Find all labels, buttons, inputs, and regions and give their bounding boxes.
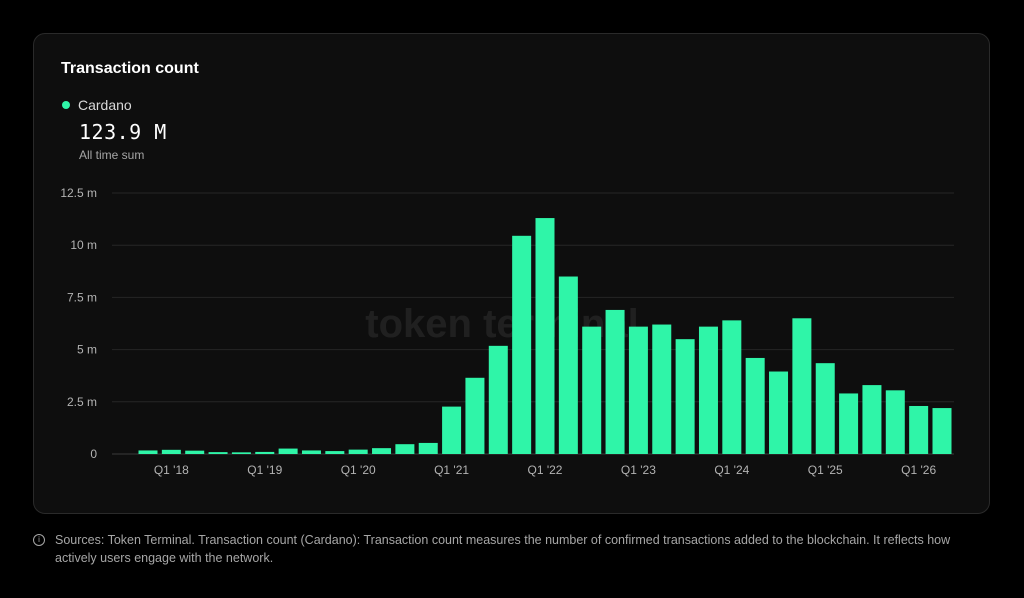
x-tick-label: Q1 '22	[528, 463, 563, 477]
x-tick-label: Q1 '25	[808, 463, 843, 477]
bar[interactable]	[465, 377, 485, 454]
y-tick-label: 12.5 m	[60, 186, 97, 200]
bar[interactable]	[652, 324, 672, 454]
y-tick-label: 2.5 m	[67, 395, 97, 409]
x-tick-label: Q1 '24	[714, 463, 749, 477]
bar[interactable]	[722, 320, 742, 454]
y-tick-label: 7.5 m	[67, 290, 97, 304]
bar[interactable]	[885, 390, 905, 454]
bar[interactable]	[442, 406, 462, 454]
bar[interactable]	[582, 326, 602, 454]
bar[interactable]	[815, 363, 835, 454]
bar[interactable]	[372, 448, 392, 454]
info-icon[interactable]: i	[33, 534, 45, 546]
bar[interactable]	[745, 357, 765, 454]
bar[interactable]	[839, 393, 859, 454]
bar[interactable]	[769, 371, 789, 454]
legend[interactable]: Cardano	[62, 97, 132, 113]
bar[interactable]	[138, 450, 158, 454]
chart-card: Transaction count Cardano 123.9 M All ti…	[33, 33, 990, 514]
chart-title: Transaction count	[61, 60, 199, 77]
y-tick-label: 0	[90, 447, 97, 461]
x-tick-label: Q1 '20	[341, 463, 376, 477]
bar[interactable]	[792, 318, 812, 454]
footnote-text: Sources: Token Terminal. Transaction cou…	[55, 533, 951, 565]
bar[interactable]	[325, 451, 345, 454]
bar[interactable]	[628, 326, 648, 454]
bar[interactable]	[161, 449, 181, 454]
footnote: i Sources: Token Terminal. Transaction c…	[33, 531, 993, 567]
bar[interactable]	[255, 451, 275, 454]
x-tick-label: Q1 '21	[434, 463, 469, 477]
y-tick-label: 5 m	[77, 343, 97, 357]
bar[interactable]	[278, 448, 298, 454]
bar[interactable]	[909, 405, 929, 454]
x-tick-label: Q1 '23	[621, 463, 656, 477]
x-tick-label: Q1 '26	[901, 463, 936, 477]
bar[interactable]	[185, 450, 205, 454]
bar[interactable]	[862, 385, 882, 454]
bar[interactable]	[418, 442, 438, 454]
bar[interactable]	[488, 345, 508, 454]
total-caption: All time sum	[79, 148, 145, 162]
total-value: 123.9 M	[79, 120, 167, 144]
x-tick-label: Q1 '19	[247, 463, 282, 477]
bar[interactable]	[932, 408, 952, 454]
bar[interactable]	[558, 276, 578, 454]
bar[interactable]	[605, 309, 625, 454]
bar[interactable]	[231, 452, 251, 454]
bar[interactable]	[698, 326, 718, 454]
legend-label: Cardano	[78, 97, 132, 113]
x-tick-label: Q1 '18	[154, 463, 189, 477]
bar[interactable]	[535, 218, 555, 454]
bar[interactable]	[348, 449, 368, 454]
bar[interactable]	[301, 450, 321, 454]
bar[interactable]	[512, 235, 532, 454]
y-tick-label: 10 m	[70, 238, 97, 252]
bar[interactable]	[395, 444, 415, 454]
legend-dot	[62, 101, 70, 109]
bar[interactable]	[208, 452, 228, 454]
bar[interactable]	[675, 339, 695, 454]
